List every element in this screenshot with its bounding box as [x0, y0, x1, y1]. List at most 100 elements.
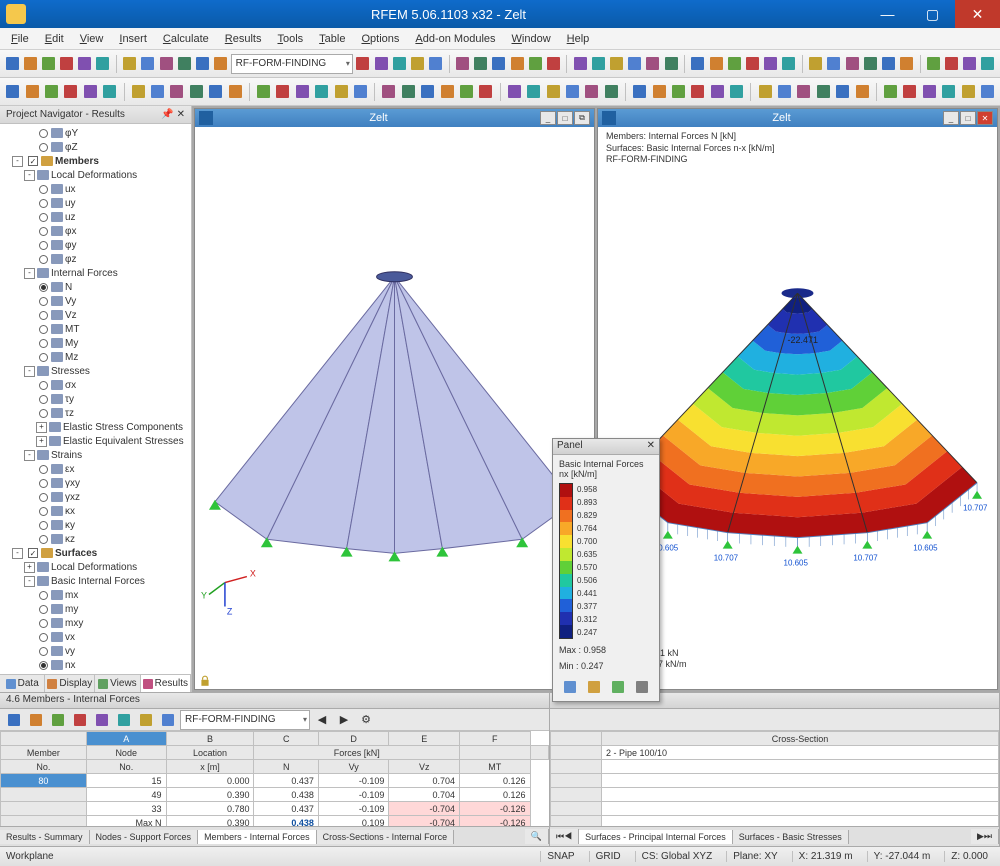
panel-titlebar[interactable]: Panel ✕	[553, 439, 659, 455]
toolbar-button[interactable]	[188, 82, 205, 102]
toolbar-button[interactable]	[22, 54, 38, 74]
navigator-tree[interactable]: φYφZ-✓Members-Local Deformationsuxuyuzφx…	[0, 124, 191, 674]
panel-tool-4[interactable]	[632, 677, 652, 697]
toolbar-button[interactable]	[862, 54, 878, 74]
tree-item[interactable]: uz	[0, 210, 191, 224]
menu-results[interactable]: Results	[218, 31, 269, 47]
tree-item[interactable]: N	[0, 280, 191, 294]
table-tool[interactable]	[70, 710, 90, 730]
status-snap[interactable]: SNAP	[540, 851, 580, 862]
toolbar-button[interactable]	[294, 82, 311, 102]
toolbar-button[interactable]	[149, 82, 166, 102]
toolbar-button[interactable]	[23, 82, 40, 102]
navigator-tab-views[interactable]: Views	[95, 675, 140, 692]
tree-item[interactable]: Mz	[0, 350, 191, 364]
toolbar-button[interactable]	[168, 82, 185, 102]
toolbar-button[interactable]	[101, 82, 118, 102]
toolbar-button[interactable]	[454, 54, 470, 74]
toolbar-button[interactable]	[194, 54, 210, 74]
menu-view[interactable]: View	[73, 31, 111, 47]
toolbar-button[interactable]	[795, 82, 812, 102]
table-nav-button[interactable]: ▶	[334, 710, 354, 730]
toolbar-button[interactable]	[62, 82, 79, 102]
toolbar-button[interactable]	[438, 82, 455, 102]
menu-options[interactable]: Options	[354, 31, 406, 47]
toolbar-button[interactable]	[77, 54, 93, 74]
window-close-button[interactable]: ✕	[955, 0, 1000, 28]
table-left-grid[interactable]: ABCDEFMemberNodeLocationForces [kN]No.No…	[0, 731, 549, 826]
table-tool[interactable]	[48, 710, 68, 730]
toolbar-loadcase-combo[interactable]: RF-FORM-FINDING	[231, 54, 353, 74]
tree-item[interactable]: -Stresses	[0, 364, 191, 378]
table-nav-button[interactable]: ◀	[312, 710, 332, 730]
tree-item[interactable]: uy	[0, 196, 191, 210]
toolbar-button[interactable]	[853, 82, 870, 102]
menu-tools[interactable]: Tools	[270, 31, 310, 47]
tree-item[interactable]: γxz	[0, 490, 191, 504]
toolbar-button[interactable]	[409, 54, 425, 74]
table-tool[interactable]	[4, 710, 24, 730]
tree-item[interactable]: εx	[0, 462, 191, 476]
toolbar-button[interactable]	[756, 82, 773, 102]
toolbar-button[interactable]	[590, 54, 606, 74]
table-tab[interactable]: Surfaces - Principal Internal Forces	[579, 830, 733, 844]
toolbar-button[interactable]	[763, 54, 779, 74]
tree-item[interactable]: φx	[0, 224, 191, 238]
toolbar-button[interactable]	[473, 54, 489, 74]
navigator-pin-icon[interactable]: 📌 ✕	[161, 109, 185, 120]
toolbar-button[interactable]	[227, 82, 244, 102]
toolbar-button[interactable]	[776, 82, 793, 102]
tree-item[interactable]: φz	[0, 252, 191, 266]
table-tab[interactable]: Results - Summary	[0, 830, 90, 844]
tree-item[interactable]: Vy	[0, 294, 191, 308]
table-loadcase-combo[interactable]: RF-FORM-FINDING	[180, 710, 310, 730]
view-left-canvas[interactable]: XYZ	[195, 127, 594, 689]
toolbar-button[interactable]	[627, 54, 643, 74]
toolbar-button[interactable]	[940, 82, 957, 102]
table-tool[interactable]	[92, 710, 112, 730]
toolbar-button[interactable]	[122, 54, 138, 74]
toolbar-button[interactable]	[4, 54, 20, 74]
toolbar-button[interactable]	[572, 54, 588, 74]
table-tool[interactable]	[114, 710, 134, 730]
view-minimize-button[interactable]: _	[943, 111, 959, 125]
toolbar-button[interactable]	[834, 82, 851, 102]
toolbar-button[interactable]	[332, 82, 349, 102]
menu-help[interactable]: Help	[560, 31, 597, 47]
results-panel[interactable]: Panel ✕ Basic Internal Forces nx [kN/m] …	[552, 438, 660, 702]
toolbar-button[interactable]	[43, 82, 60, 102]
tree-item[interactable]: -Internal Forces	[0, 266, 191, 280]
toolbar-button[interactable]	[708, 54, 724, 74]
menu-window[interactable]: Window	[505, 31, 558, 47]
view-right-titlebar[interactable]: Zelt _ □ ✕	[598, 109, 997, 127]
toolbar-button[interactable]	[663, 54, 679, 74]
toolbar-button[interactable]	[826, 54, 842, 74]
menu-add-on-modules[interactable]: Add-on Modules	[408, 31, 502, 47]
tree-item[interactable]: MT	[0, 322, 191, 336]
table-tool[interactable]	[136, 710, 156, 730]
toolbar-button[interactable]	[921, 82, 938, 102]
table-tab[interactable]: Surfaces - Basic Stresses	[733, 830, 849, 844]
panel-tool-3[interactable]	[608, 677, 628, 697]
toolbar-button[interactable]	[980, 54, 996, 74]
table-tool[interactable]	[26, 710, 46, 730]
view-maximize-button[interactable]: □	[557, 111, 573, 125]
search-icon[interactable]: 🔍	[525, 829, 549, 844]
toolbar-button[interactable]	[709, 82, 726, 102]
view-restore-button[interactable]: ⧉	[574, 111, 590, 125]
toolbar-button[interactable]	[880, 54, 896, 74]
table-tab[interactable]: Members - Internal Forces	[198, 830, 317, 844]
toolbar-button[interactable]	[255, 82, 272, 102]
menu-insert[interactable]: Insert	[112, 31, 154, 47]
panel-tool-2[interactable]	[584, 677, 604, 697]
tree-item[interactable]: σx	[0, 378, 191, 392]
toolbar-button[interactable]	[844, 54, 860, 74]
tree-item[interactable]: -Strains	[0, 448, 191, 462]
table-tool[interactable]	[158, 710, 178, 730]
toolbar-button[interactable]	[158, 54, 174, 74]
toolbar-button[interactable]	[352, 82, 369, 102]
toolbar-button[interactable]	[40, 54, 56, 74]
toolbar-button[interactable]	[690, 54, 706, 74]
navigator-tab-display[interactable]: Display	[45, 675, 95, 692]
toolbar-button[interactable]	[373, 54, 389, 74]
